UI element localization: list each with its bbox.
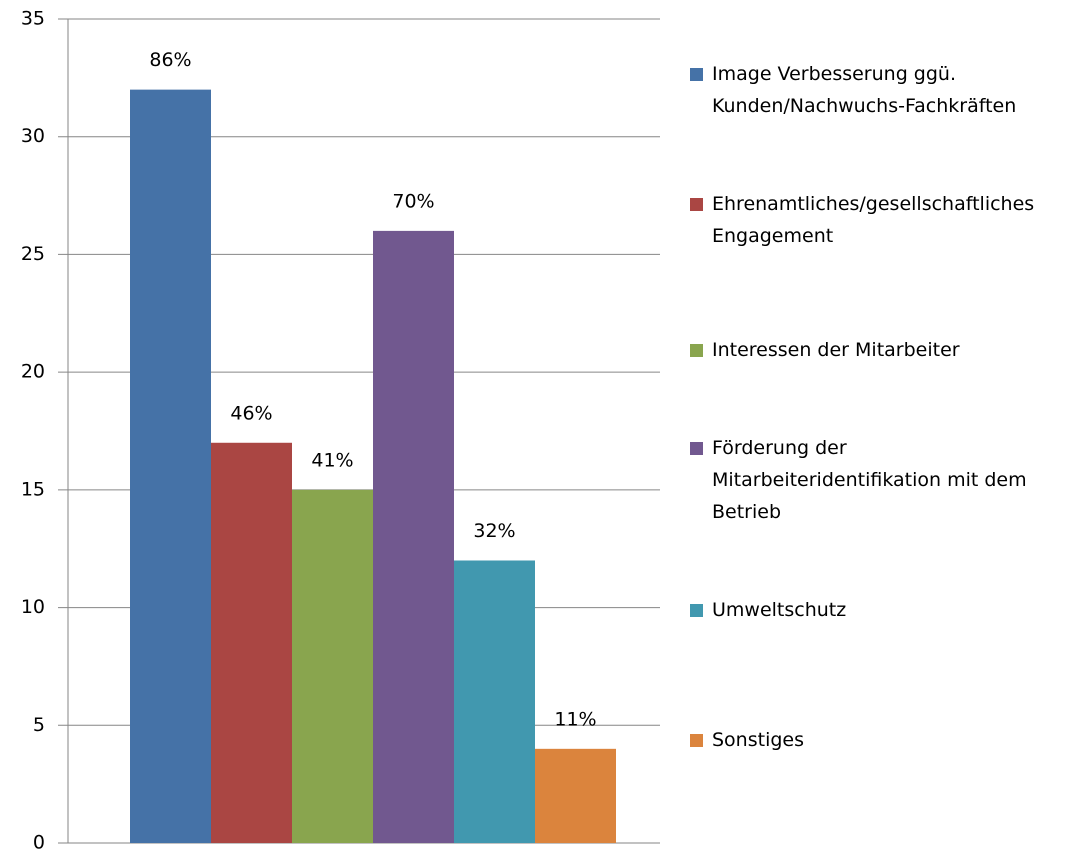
bar: [130, 89, 211, 844]
legend-label: Ehrenamtliches/gesellschaftliches Engage…: [712, 193, 1035, 247]
y-tick-label: 35: [21, 8, 45, 30]
bar: [373, 230, 454, 843]
legend-entry: Sonstiges: [690, 724, 1080, 756]
y-tick-label: 20: [21, 361, 45, 383]
legend-swatch: [690, 68, 703, 81]
y-tick-label: 25: [21, 243, 45, 265]
data-label: 32%: [473, 520, 515, 542]
legend-swatch: [690, 198, 703, 211]
data-label: 86%: [149, 49, 191, 71]
legend-label: Image Verbesserung ggü. Kunden/Nachwuchs…: [712, 63, 1017, 117]
legend-entry: Umweltschutz: [690, 594, 1080, 626]
legend-entry: Förderung der Mitarbeiteridentifikation …: [690, 432, 1080, 528]
data-label: 11%: [554, 708, 596, 730]
legend-label: Sonstiges: [712, 729, 805, 751]
legend: Image Verbesserung ggü. Kunden/Nachwuchs…: [690, 0, 1080, 852]
legend-entry: Ehrenamtliches/gesellschaftliches Engage…: [690, 188, 1080, 252]
bar: [211, 442, 292, 843]
data-label: 70%: [392, 190, 434, 212]
legend-label: Förderung der Mitarbeiteridentifikation …: [712, 437, 1027, 523]
bar: [454, 560, 535, 843]
legend-swatch: [690, 442, 703, 455]
y-tick-label: 5: [33, 714, 45, 736]
legend-entry: Image Verbesserung ggü. Kunden/Nachwuchs…: [690, 58, 1080, 122]
legend-swatch: [690, 604, 703, 617]
data-label: 46%: [230, 402, 272, 424]
data-label: 41%: [311, 449, 353, 471]
legend-swatch: [690, 734, 703, 747]
legend-entry: Interessen der Mitarbeiter: [690, 334, 1080, 366]
legend-label: Interessen der Mitarbeiter: [712, 339, 960, 361]
y-tick-label: 15: [21, 478, 45, 500]
legend-label: Umweltschutz: [712, 599, 847, 621]
bar: [535, 748, 616, 843]
y-tick-label: 10: [21, 596, 45, 618]
legend-swatch: [690, 344, 703, 357]
y-tick-label: 0: [33, 832, 45, 852]
y-tick-label: 30: [21, 125, 45, 147]
bar: [292, 489, 373, 843]
